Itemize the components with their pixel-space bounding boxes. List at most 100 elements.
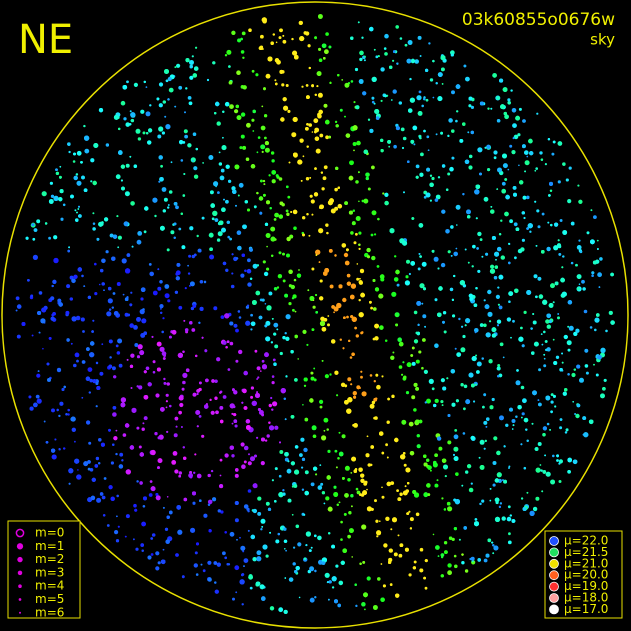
star xyxy=(279,201,284,206)
star xyxy=(581,279,585,284)
star xyxy=(369,128,374,133)
star xyxy=(166,382,170,386)
star xyxy=(351,221,356,226)
star xyxy=(189,64,193,69)
star xyxy=(515,227,520,231)
star xyxy=(608,310,613,315)
star xyxy=(214,379,218,383)
star xyxy=(256,264,259,267)
star xyxy=(347,377,352,382)
star xyxy=(113,375,117,379)
star xyxy=(295,524,300,529)
star xyxy=(68,482,71,485)
star xyxy=(386,420,390,424)
star xyxy=(133,538,135,541)
star xyxy=(353,101,356,104)
star xyxy=(411,361,416,366)
star xyxy=(32,237,36,241)
legend-marker xyxy=(16,543,24,550)
star xyxy=(373,605,378,610)
star xyxy=(157,268,160,271)
star xyxy=(178,305,183,310)
star xyxy=(63,385,66,389)
star xyxy=(185,58,190,63)
star xyxy=(558,459,564,464)
star xyxy=(243,460,247,464)
star xyxy=(201,336,204,339)
star xyxy=(362,561,366,564)
star xyxy=(222,261,227,266)
magnitude-legend: m=0m=1m=2m=3m=4m=5m=6 xyxy=(7,520,81,619)
star xyxy=(512,424,515,427)
star xyxy=(328,135,332,139)
star xyxy=(95,382,99,385)
star xyxy=(241,253,245,257)
star xyxy=(15,296,20,301)
star xyxy=(31,334,34,337)
star xyxy=(504,211,509,217)
star xyxy=(147,382,152,387)
star xyxy=(234,565,240,571)
star xyxy=(187,143,192,148)
star xyxy=(149,480,153,483)
star xyxy=(293,278,297,282)
star xyxy=(308,549,312,552)
star xyxy=(67,408,70,412)
star xyxy=(391,291,397,297)
star xyxy=(451,129,455,133)
star xyxy=(286,236,291,242)
star xyxy=(497,167,502,173)
star xyxy=(582,416,587,420)
star xyxy=(69,297,73,301)
star xyxy=(237,310,241,313)
star xyxy=(273,322,279,328)
star xyxy=(120,397,126,403)
star xyxy=(351,316,357,322)
star xyxy=(233,419,238,424)
legend-label: μ=21.5 xyxy=(564,545,608,559)
star xyxy=(88,441,92,445)
star xyxy=(541,343,544,346)
star xyxy=(290,284,295,290)
star xyxy=(116,351,121,355)
star xyxy=(201,434,205,438)
star xyxy=(453,554,457,558)
star xyxy=(325,165,328,168)
star xyxy=(582,287,586,291)
star xyxy=(311,267,315,271)
star xyxy=(228,80,233,85)
star xyxy=(73,175,78,181)
star xyxy=(113,436,118,441)
star xyxy=(491,236,496,240)
star xyxy=(160,559,166,565)
star xyxy=(515,415,518,418)
star xyxy=(175,553,179,557)
star xyxy=(247,282,252,287)
star xyxy=(561,361,564,364)
star xyxy=(346,408,352,414)
star xyxy=(53,257,59,264)
star xyxy=(546,313,551,319)
star xyxy=(169,510,173,515)
star xyxy=(250,534,255,540)
star xyxy=(255,581,261,587)
star xyxy=(504,114,509,120)
star xyxy=(320,482,324,486)
star xyxy=(129,445,135,450)
star xyxy=(496,119,501,123)
star xyxy=(567,300,573,305)
legend-label: m=3 xyxy=(35,565,64,579)
star xyxy=(521,344,525,348)
star xyxy=(329,198,334,204)
star xyxy=(592,260,597,265)
star xyxy=(367,463,371,467)
star xyxy=(233,323,238,328)
star xyxy=(541,490,544,493)
star xyxy=(160,311,163,314)
star xyxy=(414,59,420,64)
star xyxy=(509,407,513,412)
star xyxy=(164,115,167,118)
star xyxy=(355,334,359,338)
star xyxy=(437,267,440,270)
star xyxy=(358,79,364,84)
